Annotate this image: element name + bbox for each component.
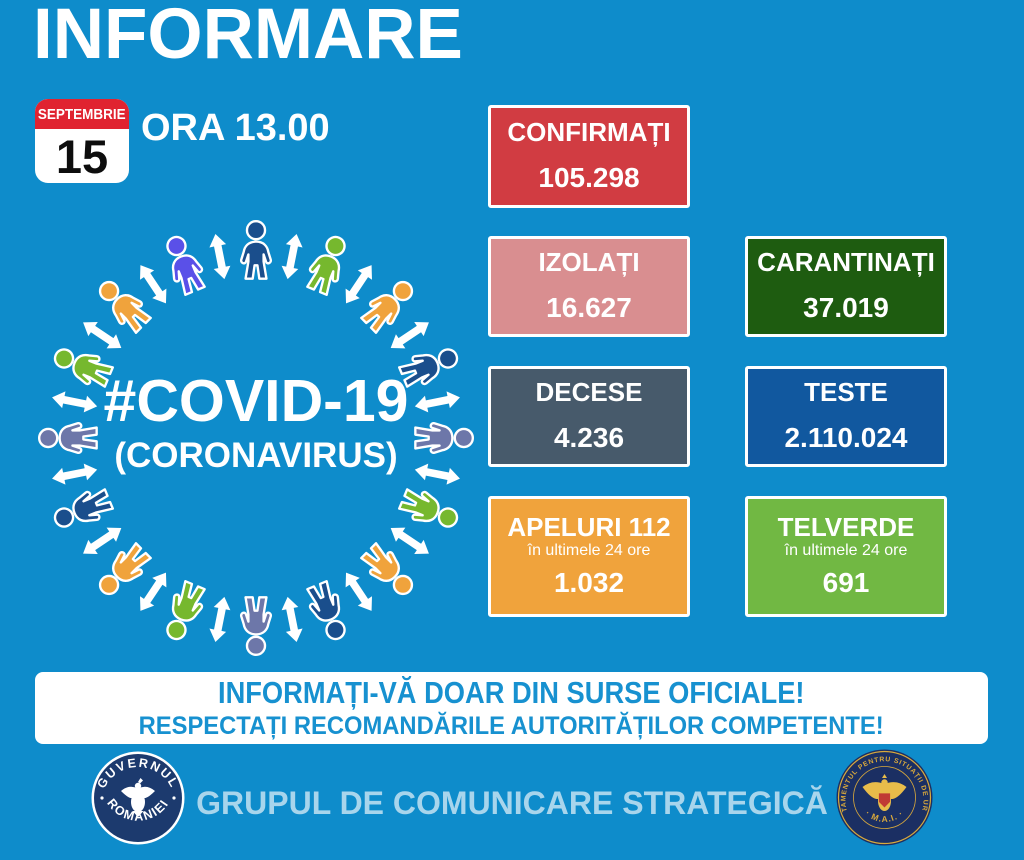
stat-value: 691 bbox=[822, 567, 870, 599]
calendar-day: 15 bbox=[55, 129, 109, 183]
footer-title: GRUPUL DE COMUNICARE STRATEGICĂ bbox=[196, 785, 828, 821]
stat-label: DECESE bbox=[535, 377, 643, 408]
seal-mai-text: · M.A.I. · bbox=[864, 808, 905, 824]
double-arrow-icon bbox=[413, 461, 462, 487]
calendar-month: SEPTEMBRIE bbox=[35, 99, 129, 129]
stat-sublabel: în ultimele 24 ore bbox=[527, 542, 651, 560]
double-arrow-icon bbox=[207, 232, 233, 281]
time-label: ORA 13.00 bbox=[141, 107, 330, 149]
stat-value: 105.298 bbox=[538, 161, 640, 193]
gold-eagle-emblem bbox=[862, 774, 907, 811]
double-arrow-icon bbox=[279, 595, 305, 644]
stat-label: APELURI 112 bbox=[507, 511, 671, 542]
person-icon bbox=[396, 484, 464, 536]
stat-confirmati: CONFIRMAȚI 105.298 bbox=[488, 105, 690, 208]
person-icon bbox=[302, 578, 354, 646]
stat-value: 37.019 bbox=[803, 291, 889, 323]
covid-circle-diagram: #COVID-19 (CORONAVIRUS) bbox=[37, 219, 475, 657]
stat-teste: TESTE 2.110.024 bbox=[745, 366, 947, 467]
person-icon bbox=[356, 538, 421, 603]
stat-label: TESTE bbox=[804, 377, 888, 408]
svg-text:· M.A.I. ·: · M.A.I. · bbox=[864, 808, 906, 824]
stat-sublabel: în ultimele 24 ore bbox=[784, 542, 908, 560]
official-sources-banner: INFORMAȚI-VĂ DOAR DIN SURSE OFICIALE! RE… bbox=[35, 672, 988, 744]
person-icon bbox=[91, 273, 156, 338]
coronavirus-label: (CORONAVIRUS) bbox=[114, 436, 397, 475]
stat-value: 4.236 bbox=[553, 421, 625, 453]
eagle-emblem bbox=[121, 778, 155, 817]
double-arrow-icon bbox=[50, 389, 99, 415]
banner-line-2: RESPECTAȚI RECOMANDĂRILE AUTORITĂȚILOR C… bbox=[138, 712, 885, 740]
double-arrow-icon bbox=[279, 232, 305, 281]
stat-value: 16.627 bbox=[546, 291, 632, 323]
page-title: INFORMARE bbox=[33, 0, 463, 74]
stat-apeluri-112: APELURI 112 în ultimele 24 ore 1.032 bbox=[488, 496, 690, 617]
stat-value: 1.032 bbox=[553, 567, 625, 599]
guvernul-romaniei-seal: GUVERNUL ROMÂNIEI bbox=[91, 751, 185, 845]
dsu-mai-seal: DEPARTAMENTUL PENTRU SITUAȚII DE URGENȚĂ… bbox=[836, 749, 933, 846]
stat-label: CARANTINAȚI bbox=[757, 247, 935, 278]
person-icon bbox=[302, 230, 354, 298]
stat-label: IZOLAȚI bbox=[538, 247, 640, 278]
person-icon bbox=[91, 538, 156, 603]
person-icon bbox=[356, 273, 421, 338]
stat-izolati: IZOLAȚI 16.627 bbox=[488, 236, 690, 337]
calendar-icon: SEPTEMBRIE 15 bbox=[35, 99, 129, 183]
double-arrow-icon bbox=[50, 461, 99, 487]
stat-carantinati: CARANTINAȚI 37.019 bbox=[745, 236, 947, 337]
person-icon bbox=[158, 578, 210, 646]
stat-label: CONFIRMAȚI bbox=[507, 117, 671, 148]
person-icon bbox=[239, 596, 273, 657]
banner-line-1: INFORMAȚI-VĂ DOAR DIN SURSE OFICIALE! bbox=[218, 675, 805, 710]
person-icon bbox=[414, 421, 475, 455]
double-arrow-icon bbox=[413, 389, 462, 415]
double-arrow-icon bbox=[207, 595, 233, 644]
stat-decese: DECESE 4.236 bbox=[488, 366, 690, 467]
person-icon bbox=[37, 421, 98, 455]
person-icon bbox=[239, 219, 273, 280]
stat-telverde: TELVERDE în ultimele 24 ore 691 bbox=[745, 496, 947, 617]
covid-hashtag: #COVID-19 bbox=[104, 368, 409, 434]
stat-label: TELVERDE bbox=[777, 511, 915, 542]
person-icon bbox=[48, 484, 116, 536]
calendar-month-label: SEPTEMBRIE bbox=[38, 105, 126, 123]
person-icon bbox=[158, 230, 210, 298]
stat-value: 2.110.024 bbox=[784, 421, 908, 453]
